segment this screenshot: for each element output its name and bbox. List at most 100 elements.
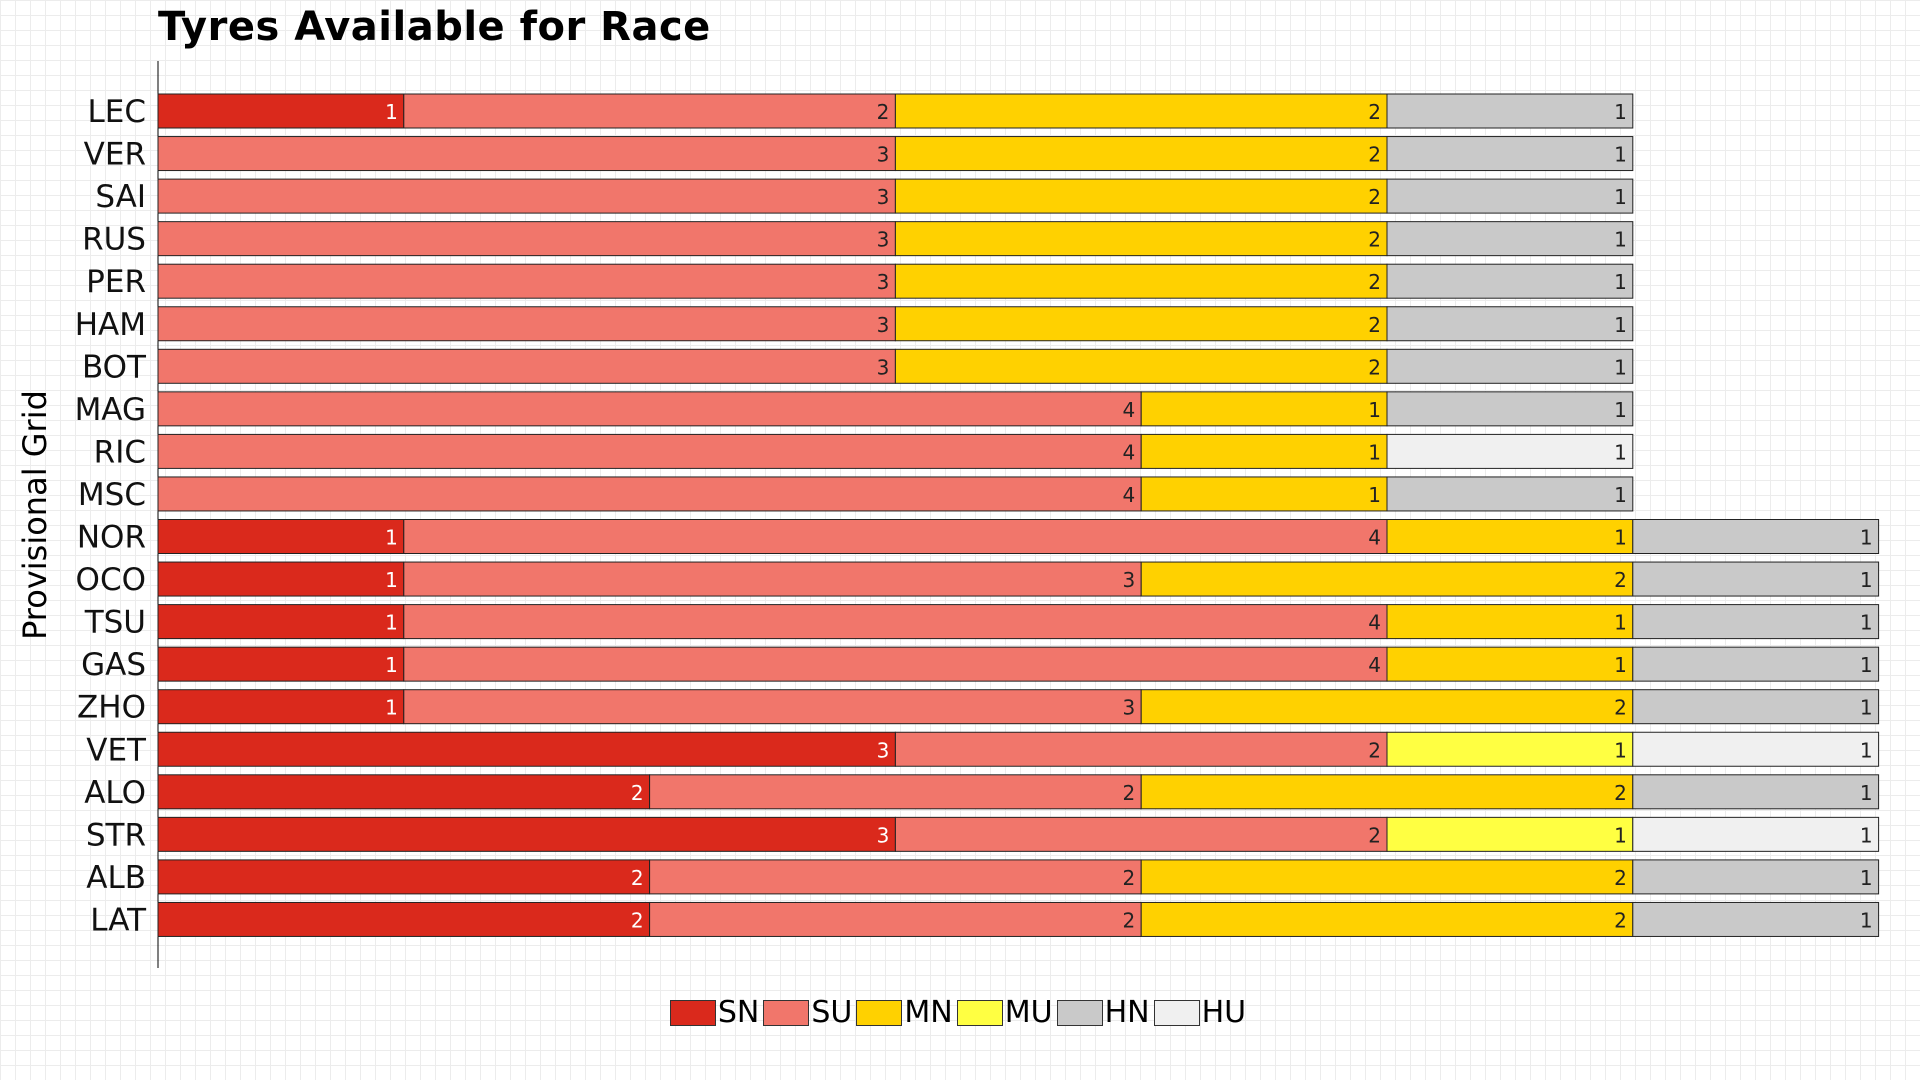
- data-label-OCO-SN: 1: [385, 568, 398, 592]
- tick-label-ZHO: ZHO: [77, 690, 146, 726]
- data-label-RUS-SU: 3: [877, 228, 890, 252]
- bar-VET-SU: [894, 731, 1388, 767]
- bar-RIC-MN: [1140, 433, 1388, 469]
- tick-label-MAG: MAG: [75, 392, 146, 428]
- data-label-HAM-MN: 2: [1368, 313, 1381, 337]
- data-label-STR-HU: 1: [1860, 823, 1873, 847]
- bar-BOT-HN: [1386, 348, 1634, 384]
- data-label-RIC-MN: 1: [1368, 440, 1381, 464]
- data-label-VET-MU: 1: [1614, 738, 1627, 762]
- legend: SN SU MN MU HN HU: [0, 995, 1920, 1030]
- bar-MSC-HN: [1386, 476, 1634, 512]
- legend-item-HU: HU: [1153, 995, 1246, 1030]
- bar-VET-HU: [1632, 731, 1880, 767]
- bar-VER-MN: [894, 136, 1388, 172]
- legend-swatch: [1153, 999, 1200, 1026]
- bar-GAS-SN: [157, 646, 405, 682]
- bar-NOR-SU: [403, 519, 1388, 554]
- data-label-TSU-SU: 4: [1368, 611, 1381, 635]
- data-label-NOR-SN: 1: [385, 526, 398, 550]
- tick-label-BOT: BOT: [82, 349, 147, 385]
- bar-MAG-MN: [1140, 391, 1388, 427]
- bar-ALB-SN: [157, 859, 651, 895]
- data-label-LAT-SN: 2: [631, 908, 644, 932]
- tick-label-ALO: ALO: [84, 775, 146, 811]
- data-label-BOT-MN: 2: [1368, 355, 1381, 379]
- legend-item-HN: HN: [1056, 995, 1150, 1030]
- bar-VER-HN: [1386, 136, 1634, 172]
- bar-OCO-HN: [1632, 561, 1880, 597]
- data-label-ALO-SN: 2: [631, 781, 644, 805]
- bar-TSU-SN: [157, 604, 405, 640]
- data-label-RUS-MN: 2: [1368, 228, 1381, 252]
- tick-label-VER: VER: [84, 137, 146, 173]
- legend-label: MN: [904, 995, 953, 1030]
- chart-title: Tyres Available for Race: [158, 4, 711, 50]
- tick-label-GAS: GAS: [81, 647, 146, 683]
- bar-ALO-SU: [649, 774, 1142, 810]
- bar-STR-HU: [1632, 816, 1880, 852]
- data-label-TSU-SN: 1: [385, 611, 398, 635]
- tick-label-TSU: TSU: [84, 605, 146, 641]
- tick-label-STR: STR: [86, 817, 146, 853]
- data-label-NOR-MN: 1: [1614, 526, 1627, 550]
- bar-HAM-SU: [157, 306, 896, 342]
- bar-VET-SN: [157, 731, 896, 767]
- data-label-MSC-HN: 1: [1614, 483, 1627, 507]
- legend-swatch: [1056, 999, 1103, 1026]
- data-label-STR-MU: 1: [1614, 823, 1627, 847]
- legend-item-MN: MN: [856, 995, 953, 1030]
- bar-PER-MN: [894, 263, 1388, 299]
- legend-label: SU: [811, 995, 853, 1030]
- data-label-MAG-MN: 1: [1368, 398, 1381, 422]
- data-label-RUS-HN: 1: [1614, 228, 1627, 252]
- data-label-ALB-SN: 2: [631, 866, 644, 890]
- data-label-TSU-MN: 1: [1614, 611, 1627, 635]
- bar-SAI-SU: [157, 178, 896, 214]
- bar-BOT-MN: [894, 348, 1388, 384]
- bar-RIC-SU: [157, 433, 1142, 469]
- tick-label-VET: VET: [86, 732, 147, 768]
- data-label-ZHO-SN: 1: [385, 696, 398, 720]
- bar-GAS-SU: [403, 646, 1388, 682]
- bar-LEC-SU: [403, 93, 896, 129]
- bar-OCO-SU: [403, 561, 1142, 597]
- bar-LEC-HN: [1386, 93, 1634, 129]
- data-label-VET-SN: 3: [877, 738, 890, 762]
- data-label-STR-SN: 3: [877, 823, 890, 847]
- data-label-ZHO-MN: 2: [1614, 696, 1627, 720]
- data-label-LEC-SN: 1: [385, 100, 398, 124]
- bar-GAS-HN: [1632, 646, 1880, 682]
- bar-ALO-HN: [1632, 774, 1880, 810]
- bar-MAG-HN: [1386, 391, 1634, 427]
- data-label-VER-HN: 1: [1614, 143, 1627, 167]
- bar-BOT-SU: [157, 348, 896, 384]
- bar-PER-SU: [157, 263, 896, 299]
- data-label-GAS-SN: 1: [385, 653, 398, 677]
- bar-ALO-SN: [157, 774, 651, 810]
- data-label-ZHO-HN: 1: [1860, 696, 1873, 720]
- bar-SAI-HN: [1386, 178, 1634, 214]
- data-label-LEC-MN: 2: [1368, 100, 1381, 124]
- data-label-MAG-HN: 1: [1614, 398, 1627, 422]
- data-label-SAI-SU: 3: [877, 185, 890, 209]
- bar-TSU-SU: [403, 604, 1388, 640]
- bar-LEC-MN: [894, 93, 1388, 129]
- tick-label-HAM: HAM: [75, 307, 146, 343]
- data-label-MAG-SU: 4: [1122, 398, 1135, 422]
- bar-MSC-MN: [1140, 476, 1388, 512]
- bar-MSC-SU: [157, 476, 1142, 512]
- bar-LAT-SU: [649, 901, 1142, 937]
- data-label-HAM-HN: 1: [1614, 313, 1627, 337]
- data-label-RIC-HU: 1: [1614, 440, 1627, 464]
- data-label-PER-HN: 1: [1614, 270, 1627, 294]
- bar-OCO-SN: [157, 561, 405, 597]
- data-label-ALO-HN: 1: [1860, 781, 1873, 805]
- data-label-VER-MN: 2: [1368, 143, 1381, 167]
- bar-MAG-SU: [157, 391, 1142, 427]
- legend-item-MU: MU: [956, 995, 1053, 1030]
- data-label-ALO-SU: 2: [1122, 781, 1135, 805]
- legend-item-SN: SN: [669, 995, 759, 1030]
- bar-NOR-MN: [1386, 519, 1634, 554]
- data-label-VER-SU: 3: [877, 143, 890, 167]
